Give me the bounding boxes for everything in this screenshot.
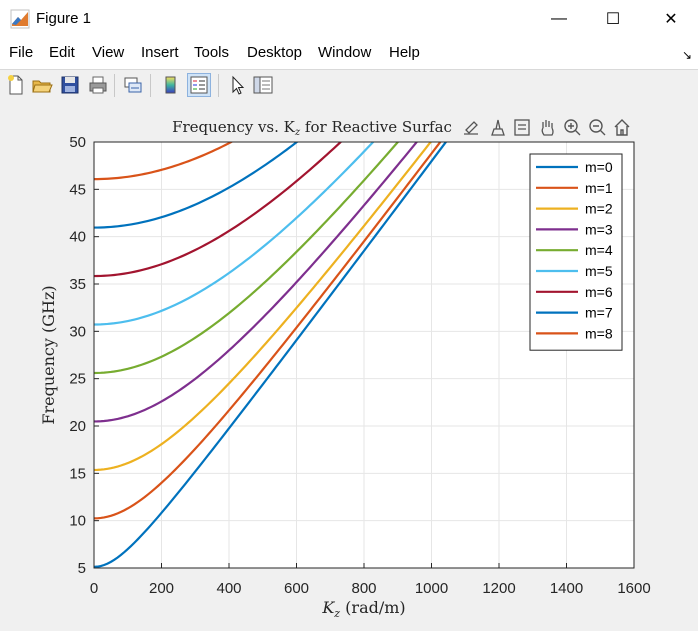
x-tick-label: 1000 — [415, 580, 448, 597]
y-tick-label: 20 — [69, 418, 86, 435]
y-tick-label: 35 — [69, 276, 86, 293]
x-tick-label: 200 — [149, 580, 174, 597]
x-axis-label: Kz (rad/m) — [321, 598, 405, 620]
legend-label: m=3 — [585, 221, 613, 237]
data-tips-icon[interactable] — [514, 119, 530, 136]
x-tick-label: 0 — [90, 580, 98, 597]
print-icon[interactable] — [87, 74, 109, 96]
maximize-icon: ☐ — [605, 11, 621, 28]
title-bar: Figure 1 — ☐ ✕ — [0, 0, 698, 38]
y-tick-label: 5 — [78, 560, 86, 577]
x-tick-label: 400 — [216, 580, 241, 597]
series-line-m-1[interactable] — [94, 123, 455, 520]
y-tick-label: 30 — [69, 323, 86, 340]
x-tick-label: 1400 — [550, 580, 583, 597]
menu-tools[interactable]: Tools — [194, 44, 230, 61]
menu-insert[interactable]: Insert — [141, 44, 179, 61]
new-figure-icon[interactable] — [5, 74, 27, 96]
plot-svg[interactable]: 0 200 400 600 800 1000 1200 1400 1600 5 10 15 20 25 3… — [0, 102, 698, 626]
menu-file[interactable]: File — [9, 44, 34, 61]
matlab-logo-icon — [10, 9, 30, 29]
x-tick-labels: 0 200 400 600 800 1000 1200 1400 1600 — [90, 580, 651, 597]
figure-canvas: 0 200 400 600 800 1000 1200 1400 1600 5 10 15 20 25 3… — [0, 102, 698, 626]
open-file-icon[interactable] — [31, 74, 53, 96]
property-inspector-icon[interactable] — [252, 74, 274, 96]
x-tick-label: 1600 — [617, 580, 650, 597]
x-tick-label: 1200 — [482, 580, 515, 597]
legend[interactable]: m=0 m=1 m=2 m=3 m=4 m=5 m=6 m=7 m=8 — [529, 153, 623, 351]
series-line-m-6[interactable] — [94, 123, 361, 278]
series-line-m-5[interactable] — [94, 123, 391, 326]
series-line-m-4[interactable] — [94, 123, 415, 375]
chart-title: Frequency vs. Kz for Reactive Surfac — [172, 118, 452, 138]
menu-view[interactable]: View — [92, 44, 125, 61]
menu-desktop[interactable]: Desktop — [247, 44, 303, 61]
colorbar-icon[interactable] — [160, 74, 182, 96]
toolbar-separator — [218, 74, 219, 97]
figure-toolbar — [0, 69, 698, 103]
menu-overflow-icon[interactable]: ↘ — [681, 48, 692, 62]
y-tick-label: 25 — [69, 371, 86, 388]
y-tick-label: 45 — [69, 181, 86, 198]
y-tick-label: 40 — [69, 229, 86, 246]
series-line-m-0[interactable] — [94, 121, 462, 568]
x-tick-label: 600 — [284, 580, 309, 597]
legend-label: m=5 — [585, 263, 613, 279]
minimize-icon: — — [551, 10, 567, 27]
series-lines — [94, 119, 462, 568]
legend-label: m=7 — [585, 305, 613, 321]
brush-icon[interactable] — [491, 119, 505, 136]
close-icon: ✕ — [664, 11, 678, 28]
legend-label: m=0 — [585, 159, 613, 175]
legend-label: m=6 — [585, 284, 613, 300]
x-tick-label: 800 — [351, 580, 376, 597]
y-tick-label: 15 — [69, 465, 86, 482]
y-tick-labels: 5 10 15 20 25 30 35 40 45 50 — [69, 134, 86, 577]
pan-icon[interactable] — [541, 120, 554, 136]
menu-window[interactable]: Window — [318, 44, 372, 61]
axes-toolbar — [464, 119, 630, 136]
menu-edit[interactable]: Edit — [49, 44, 75, 61]
legend-label: m=4 — [585, 242, 613, 258]
legend-label: m=1 — [585, 180, 613, 196]
export-icon[interactable] — [464, 121, 478, 135]
legend-box — [529, 153, 623, 351]
close-button[interactable]: ✕ — [648, 0, 694, 38]
toolbar-separator — [114, 74, 115, 97]
minimize-button[interactable]: — — [536, 0, 582, 38]
window-title: Figure 1 — [36, 10, 92, 27]
zoom-out-icon[interactable] — [589, 119, 606, 136]
save-icon[interactable] — [59, 74, 81, 96]
legend-label: m=8 — [585, 325, 613, 341]
series-line-m-8[interactable] — [94, 122, 266, 181]
menu-help[interactable]: Help — [389, 44, 420, 61]
series-line-m-3[interactable] — [94, 120, 435, 423]
pointer-icon[interactable] — [226, 74, 248, 96]
axes-frame — [93, 141, 635, 569]
legend-label: m=2 — [585, 201, 613, 217]
menu-bar: File Edit View Insert Tools Desktop Wind… — [0, 38, 698, 69]
home-icon[interactable] — [614, 119, 630, 136]
maximize-button[interactable]: ☐ — [590, 0, 636, 38]
y-tick-label: 10 — [69, 513, 86, 530]
link-plot-icon[interactable] — [122, 74, 144, 96]
series-line-m-2[interactable] — [94, 119, 448, 472]
legend-items: m=0 m=1 m=2 m=3 m=4 m=5 m=6 m=7 m=8 — [536, 159, 613, 341]
y-tick-label: 50 — [69, 134, 86, 151]
zoom-in-icon[interactable] — [564, 119, 581, 136]
y-axis-label: Frequency (GHz) — [39, 285, 58, 424]
legend-icon[interactable] — [187, 73, 211, 97]
toolbar-separator — [150, 74, 151, 97]
series-line-m-7[interactable] — [94, 121, 324, 229]
